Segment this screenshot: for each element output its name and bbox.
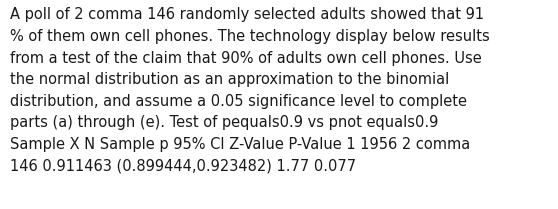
Text: A poll of 2 comma 146 randomly selected adults showed that 91
% of them own cell: A poll of 2 comma 146 randomly selected … [10,7,490,173]
